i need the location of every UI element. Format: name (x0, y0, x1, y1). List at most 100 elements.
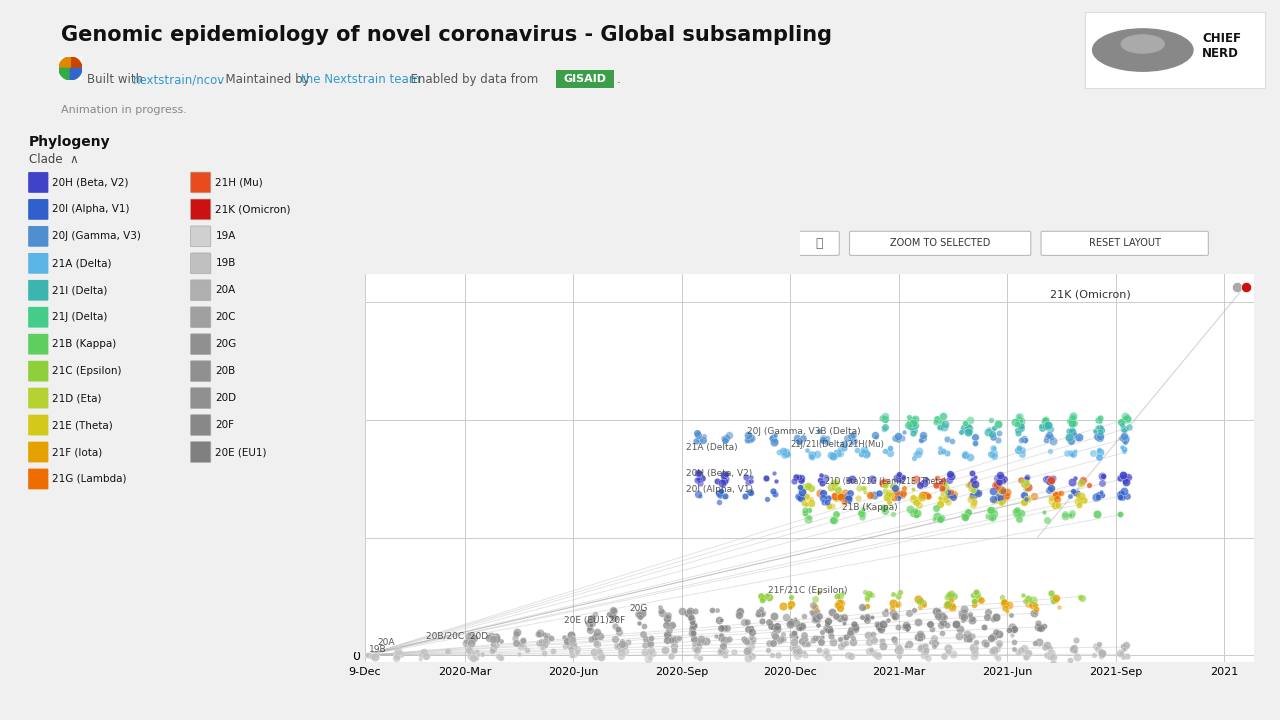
Point (905, 414, 925, 426)
Point (892, 471, 913, 482)
Point (942, 489, 963, 500)
Point (1088, 433, 1108, 445)
Circle shape (1093, 29, 1193, 71)
Point (710, 490, 731, 501)
Point (1044, 488, 1065, 500)
Point (740, 624, 760, 636)
Point (840, 628, 860, 639)
Point (490, 652, 511, 664)
Point (710, 631, 731, 643)
Point (965, 642, 986, 653)
Polygon shape (70, 68, 82, 80)
Point (1018, 492, 1038, 504)
Point (1114, 445, 1134, 456)
Point (813, 432, 833, 444)
Point (682, 627, 703, 639)
Point (818, 616, 838, 627)
Point (960, 483, 980, 495)
Point (483, 645, 503, 657)
Point (586, 637, 607, 649)
Point (567, 646, 588, 657)
Point (970, 595, 991, 606)
Text: . Enabled by data from: . Enabled by data from (403, 73, 543, 86)
Point (987, 472, 1007, 484)
Point (717, 634, 737, 646)
Point (664, 644, 685, 655)
Point (965, 478, 986, 490)
Point (861, 611, 882, 622)
Point (737, 636, 758, 647)
Point (1016, 649, 1037, 660)
Point (817, 645, 837, 657)
Point (864, 429, 884, 441)
Point (964, 644, 984, 656)
Point (941, 470, 961, 482)
Point (823, 514, 844, 526)
Point (1089, 430, 1110, 441)
Point (1037, 639, 1057, 651)
Point (1016, 652, 1037, 663)
Point (1085, 640, 1106, 652)
Point (1060, 654, 1080, 666)
Point (1015, 478, 1036, 490)
Point (438, 645, 458, 657)
Point (941, 468, 961, 480)
Point (883, 598, 904, 609)
Point (956, 633, 977, 644)
Point (774, 450, 795, 462)
Point (835, 487, 855, 498)
Circle shape (1121, 35, 1165, 53)
Point (911, 490, 932, 501)
Point (952, 611, 973, 622)
Point (687, 473, 708, 485)
Point (691, 472, 712, 484)
Point (836, 491, 856, 503)
Point (782, 629, 803, 641)
Point (950, 623, 970, 634)
Point (1042, 482, 1062, 494)
Point (654, 644, 675, 655)
Point (787, 651, 808, 662)
Point (756, 472, 777, 484)
Point (1115, 413, 1135, 425)
Point (827, 485, 847, 496)
Point (964, 496, 984, 508)
Point (1110, 488, 1130, 500)
Point (932, 627, 952, 639)
Point (682, 613, 703, 625)
Point (931, 613, 951, 624)
Point (961, 478, 982, 490)
Point (975, 639, 996, 650)
Point (456, 635, 476, 647)
Point (878, 496, 899, 508)
Point (837, 649, 858, 661)
Point (750, 590, 771, 602)
Point (508, 648, 529, 660)
Point (1087, 430, 1107, 441)
Point (513, 634, 534, 646)
Point (888, 651, 909, 662)
Point (902, 492, 923, 504)
Point (960, 608, 980, 620)
Point (937, 598, 957, 610)
Point (387, 650, 407, 662)
Point (992, 490, 1012, 502)
Point (888, 490, 909, 501)
Point (1041, 476, 1061, 487)
Point (410, 653, 430, 665)
Point (823, 481, 844, 492)
Point (814, 496, 835, 508)
Point (803, 634, 823, 645)
Point (1011, 449, 1032, 460)
Text: 20J (Gamma, V3): 20J (Gamma, V3) (52, 231, 141, 241)
Point (829, 597, 850, 608)
Point (942, 491, 963, 503)
Point (788, 646, 809, 657)
Point (984, 508, 1005, 520)
Point (909, 499, 929, 510)
Point (872, 412, 892, 423)
Point (781, 591, 801, 603)
Point (1007, 427, 1028, 438)
Point (1007, 507, 1028, 518)
Point (916, 490, 937, 501)
